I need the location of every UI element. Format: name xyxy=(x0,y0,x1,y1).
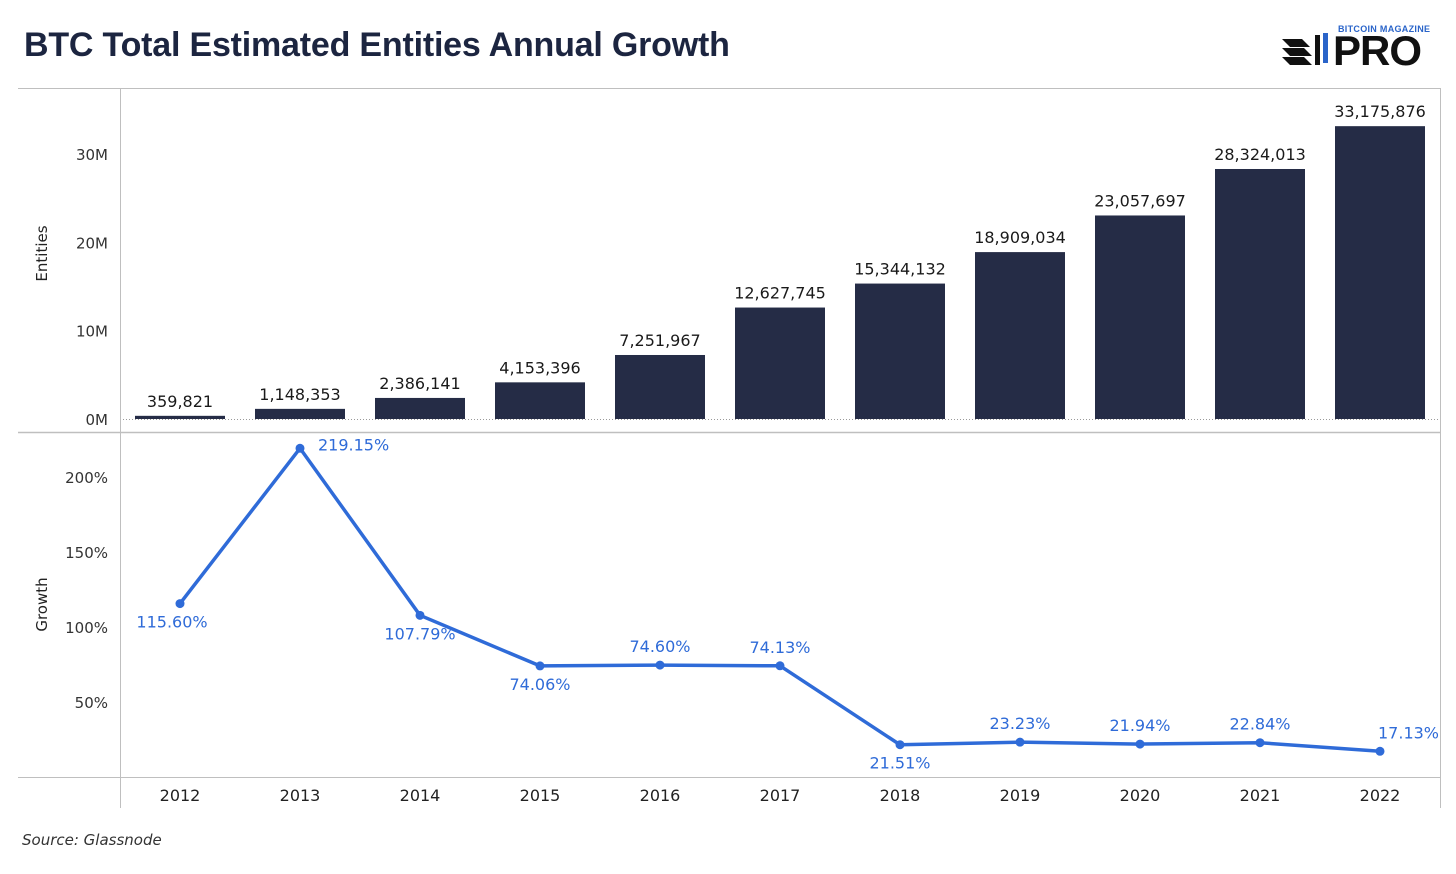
line-panel: 50% 100% 150% 200% Growth 115.60% 219.15% 107.7… xyxy=(33,435,1439,772)
growth-value-label: 219.15% xyxy=(318,435,389,454)
x-axis: 2012 2013 2014 2015 2016 2017 2018 2019 2020 2021… xyxy=(160,786,1401,805)
growth-point-2017 xyxy=(775,661,785,671)
bar-value-label: 28,324,013 xyxy=(1214,145,1306,164)
bar-2018 xyxy=(855,283,945,419)
bar-value-label: 2,386,141 xyxy=(379,374,460,393)
bar-2014 xyxy=(375,397,465,419)
bar-value-label: 7,251,967 xyxy=(619,331,700,350)
line-y-axis-label: Growth xyxy=(33,577,51,631)
bar-value-label: 23,057,697 xyxy=(1094,191,1186,210)
growth-point-2014 xyxy=(415,610,425,620)
logo-stripes-icon xyxy=(1282,33,1328,65)
bar-2013 xyxy=(255,408,345,419)
bar-y-tick-label: 10M xyxy=(76,323,108,341)
x-tick-label: 2022 xyxy=(1360,786,1401,805)
growth-point-2013 xyxy=(295,443,305,453)
x-tick-label: 2017 xyxy=(760,786,801,805)
brand-logo: BITCOIN MAGAZINE PRO xyxy=(1282,24,1442,74)
bar-y-tick-label: 30M xyxy=(76,146,108,164)
source-note: Source: Glassnode xyxy=(22,831,162,849)
bar-value-label: 4,153,396 xyxy=(499,358,580,377)
bar-2021 xyxy=(1215,168,1305,419)
line-y-tick-label: 200% xyxy=(65,469,108,487)
bar-value-label: 12,627,745 xyxy=(734,284,826,303)
x-tick-label: 2015 xyxy=(520,786,561,805)
logo-main-text: PRO xyxy=(1333,27,1422,74)
growth-value-label: 74.06% xyxy=(509,675,570,694)
bar-2012 xyxy=(135,415,225,419)
x-tick-label: 2018 xyxy=(880,786,921,805)
growth-point-2020 xyxy=(1135,739,1145,749)
bar-y-tick-label: 0M xyxy=(86,411,109,429)
growth-point-2016 xyxy=(655,660,665,670)
x-tick-label: 2014 xyxy=(400,786,441,805)
bar-value-label: 18,909,034 xyxy=(974,228,1066,247)
line-y-tick-label: 150% xyxy=(65,544,108,562)
growth-value-label: 115.60% xyxy=(136,613,207,632)
growth-value-label: 74.60% xyxy=(629,637,690,656)
x-tick-label: 2021 xyxy=(1240,786,1281,805)
growth-value-label: 21.94% xyxy=(1109,716,1170,735)
chart-title: BTC Total Estimated Entities Annual Grow… xyxy=(24,26,730,64)
line-y-tick-label: 100% xyxy=(65,619,108,637)
growth-value-label: 23.23% xyxy=(989,714,1050,733)
bar-2016 xyxy=(615,354,705,419)
bar-value-label: 359,821 xyxy=(147,392,213,411)
growth-point-2022 xyxy=(1375,746,1385,756)
line-y-tick-label: 50% xyxy=(75,694,108,712)
bar-2015 xyxy=(495,382,585,419)
bar-2020 xyxy=(1095,215,1185,419)
growth-value-label: 17.13% xyxy=(1378,723,1439,742)
x-tick-label: 2019 xyxy=(1000,786,1041,805)
x-tick-label: 2020 xyxy=(1120,786,1161,805)
bar-value-label: 1,148,353 xyxy=(259,385,340,404)
bar-value-label: 15,344,132 xyxy=(854,260,946,279)
growth-value-label: 74.13% xyxy=(749,638,810,657)
growth-point-2015 xyxy=(535,661,545,671)
bar-2022 xyxy=(1335,126,1425,419)
growth-point-2019 xyxy=(1015,737,1025,747)
bar-2019 xyxy=(975,252,1065,419)
x-tick-label: 2012 xyxy=(160,786,201,805)
x-tick-label: 2016 xyxy=(640,786,681,805)
growth-line xyxy=(178,446,1381,754)
x-tick-label: 2013 xyxy=(280,786,321,805)
growth-value-label: 21.51% xyxy=(869,754,930,773)
bar-y-axis-label: Entities xyxy=(33,225,51,281)
logo-top-text: BITCOIN MAGAZINE xyxy=(1338,24,1431,34)
bar-y-tick-label: 20M xyxy=(76,234,108,252)
chart-frame xyxy=(18,88,1441,808)
bar-value-label: 33,175,876 xyxy=(1334,102,1426,121)
growth-value-label: 22.84% xyxy=(1229,715,1290,734)
growth-value-label: 107.79% xyxy=(384,624,455,643)
bar-panel: 0M 10M 20M 30M Entities 359,821 1,148,353 2,386… xyxy=(33,102,1440,429)
bar-2017 xyxy=(735,307,825,419)
growth-point-2018 xyxy=(895,740,905,750)
growth-point-2012 xyxy=(175,599,185,609)
growth-point-2021 xyxy=(1255,738,1265,748)
